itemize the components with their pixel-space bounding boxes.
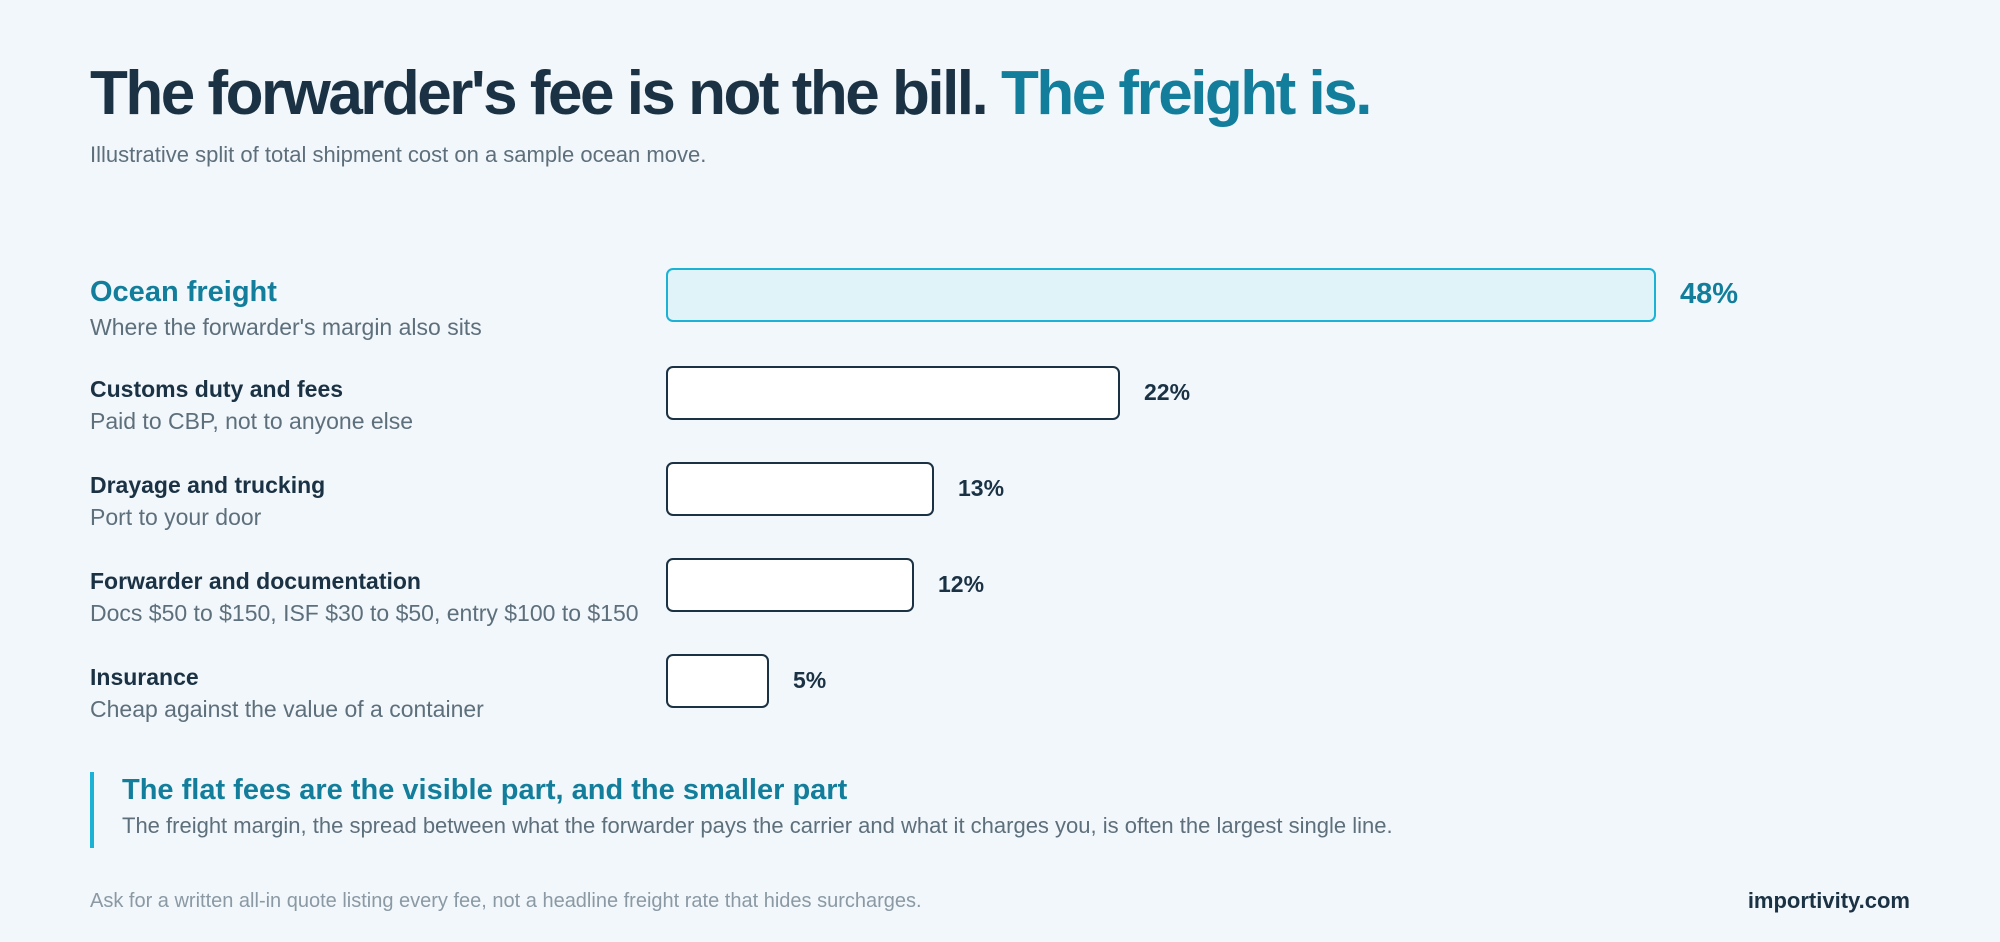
value-label: 13% xyxy=(958,475,1005,501)
category-note: Docs $50 to $150, ISF $30 to $50, entry … xyxy=(90,600,639,626)
bar xyxy=(666,654,769,708)
value-label: 22% xyxy=(1144,379,1191,405)
bar xyxy=(666,558,914,612)
category-note: Where the forwarder's margin also sits xyxy=(90,314,482,340)
value-label: 5% xyxy=(793,667,827,693)
footnote: Ask for a written all-in quote listing e… xyxy=(90,890,922,912)
page-subtitle: Illustrative split of total shipment cos… xyxy=(90,142,707,167)
value-label: 12% xyxy=(938,571,985,597)
page-title: The forwarder's fee is not the bill. The… xyxy=(90,58,1372,129)
category-label: Ocean freight xyxy=(90,276,277,308)
category-note: Port to your door xyxy=(90,504,262,530)
brand-link[interactable]: importivity.com xyxy=(1747,888,1910,913)
callout: The flat fees are the visible part, and … xyxy=(90,772,1393,848)
category-note: Cheap against the value of a container xyxy=(90,696,484,722)
bar xyxy=(666,366,1120,420)
headline-main: The forwarder's fee is not the bill. xyxy=(90,59,989,128)
category-label: Insurance xyxy=(90,664,199,690)
category-label: Customs duty and fees xyxy=(90,376,344,402)
headline-accent: The freight is. xyxy=(1000,59,1372,128)
callout-text: The freight margin, the spread between w… xyxy=(122,813,1393,838)
category-label: Drayage and trucking xyxy=(90,472,326,498)
category-label: Forwarder and documentation xyxy=(90,568,421,594)
category-note: Paid to CBP, not to anyone else xyxy=(90,408,414,434)
bar xyxy=(666,462,934,516)
bar xyxy=(666,268,1656,322)
callout-title: The flat fees are the visible part, and … xyxy=(122,774,848,806)
value-label: 48% xyxy=(1680,278,1739,310)
